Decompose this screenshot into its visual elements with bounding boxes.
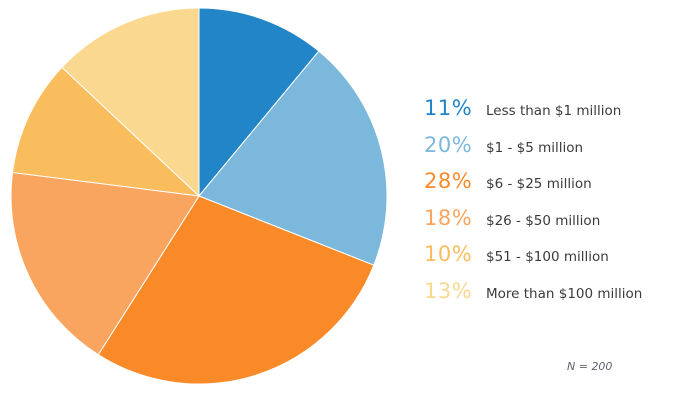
legend-item: 13% More than $100 million [424,278,664,318]
pie-slice [10,171,200,356]
legend-item: 18% $26 - $50 million [424,205,664,245]
pie-slice [198,7,320,198]
legend-item: 11% Less than $1 million [424,98,664,135]
legend-label: $1 - $5 million [486,139,584,156]
pie-slice [11,66,201,197]
legend-percent: 28% [424,169,473,193]
legend-percent: 10% [424,242,473,266]
legend-label: $6 - $25 million [486,176,592,192]
sample-size-note: N = 200 [567,360,613,373]
legend-label: $51 - $100 million [486,249,609,265]
legend-item: 10% $51 - $100 million [424,244,664,281]
legend-item: 20% $1 - $5 million [424,132,664,172]
legend-percent: 13% [424,278,473,303]
pie-slice [97,195,375,385]
pie-slice [198,50,388,266]
legend-label: Less than $1 million [486,103,622,119]
legend-percent: 20% [424,132,473,157]
legend-label: $26 - $50 million [486,212,601,229]
legend: 11% Less than $1 million 20% $1 - $5 mil… [424,98,664,317]
legend-item: 28% $6 - $25 million [424,171,664,208]
pie-slice [61,7,200,198]
legend-percent: 18% [424,205,473,230]
legend-label: More than $100 million [486,285,643,302]
legend-percent: 11% [424,96,473,120]
